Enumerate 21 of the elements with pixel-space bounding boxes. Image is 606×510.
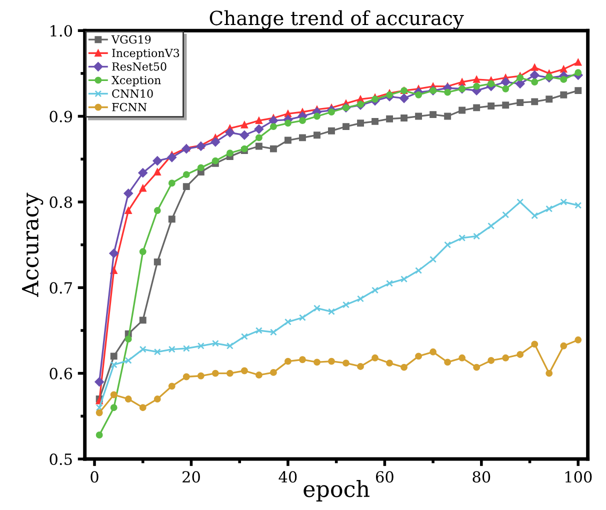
legend-label: FCNN xyxy=(112,102,147,112)
y-axis-title: Accuracy xyxy=(22,192,44,297)
legend-label: InceptionV3 xyxy=(112,48,180,60)
legend-label: Xception xyxy=(112,76,161,86)
y-tick-label: 0.7 xyxy=(50,282,72,294)
x-axis-title: epoch xyxy=(304,480,370,502)
legend-label: ResNet50 xyxy=(112,62,166,71)
x-tick-label: 40 xyxy=(278,471,297,483)
x-tick-label: 0 xyxy=(90,471,98,483)
x-tick-label: 100 xyxy=(565,471,592,483)
legend-label: VGG19 xyxy=(111,35,151,44)
legend-label: CNN10 xyxy=(112,89,153,98)
y-tick-label: 0.8 xyxy=(50,196,72,208)
x-tick-label: 60 xyxy=(376,471,394,483)
x-tick-label: 80 xyxy=(472,471,490,483)
chart-title: Change trend of accuracy xyxy=(210,10,464,30)
y-tick-label: 0.5 xyxy=(50,453,72,466)
x-tick-label: 20 xyxy=(182,471,200,483)
y-tick-label: 0.6 xyxy=(50,368,72,380)
y-tick-label: 1.0 xyxy=(50,25,72,37)
y-tick-label: 0.9 xyxy=(50,110,72,122)
